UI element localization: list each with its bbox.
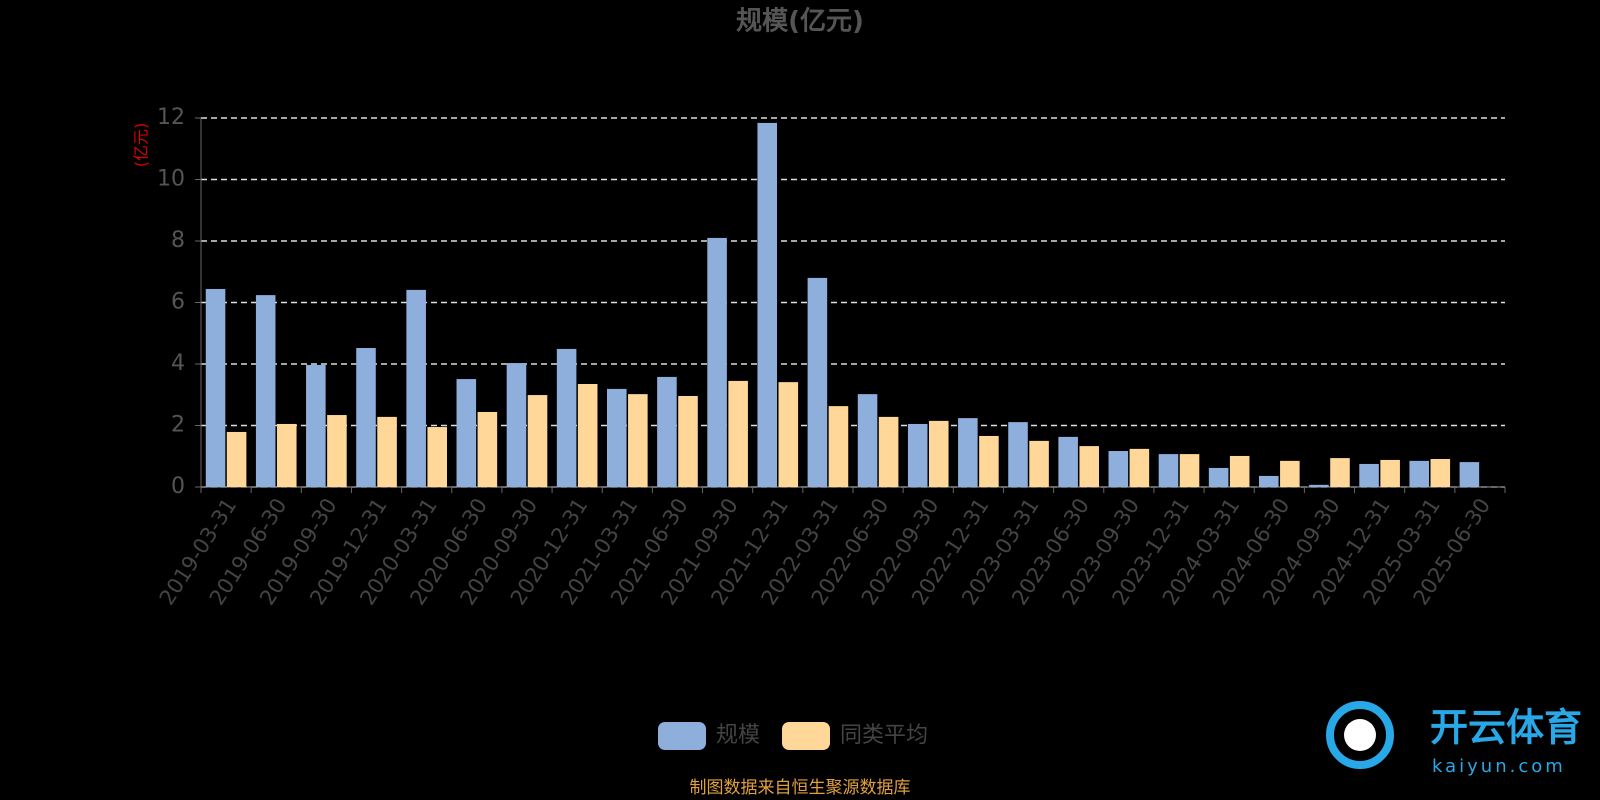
bar	[527, 395, 548, 487]
legend-swatch	[782, 722, 831, 750]
bar	[757, 122, 778, 488]
bar	[406, 289, 426, 487]
logo-name: 开云体育	[1430, 706, 1582, 750]
legend-swatch	[658, 722, 706, 750]
y-tick-label: 4	[171, 351, 185, 376]
bar	[226, 431, 247, 487]
legend-label: 规模	[716, 723, 760, 748]
bar	[1380, 459, 1400, 487]
bar	[1430, 459, 1451, 487]
bar	[1309, 484, 1329, 487]
bar	[807, 277, 828, 487]
bar	[678, 395, 698, 487]
bar	[1079, 446, 1100, 487]
bar	[577, 383, 598, 487]
bar	[456, 379, 477, 487]
bar	[1258, 475, 1279, 487]
bar	[606, 388, 627, 487]
bar	[306, 364, 326, 487]
bar	[356, 348, 376, 487]
bar	[255, 295, 276, 487]
bar	[657, 376, 677, 487]
bar	[556, 348, 577, 487]
bar	[1029, 440, 1049, 487]
bar	[1359, 463, 1379, 487]
bar	[1208, 467, 1229, 487]
y-tick-label: 2	[171, 413, 185, 438]
logo-ring	[1326, 701, 1394, 769]
y-tick-label: 10	[157, 167, 185, 192]
bar	[1058, 436, 1078, 487]
bar	[1108, 451, 1129, 487]
logo-ball	[1344, 719, 1376, 751]
bar	[1330, 458, 1350, 487]
bar	[276, 423, 297, 487]
bar	[377, 416, 397, 487]
bar	[477, 411, 498, 487]
bar	[928, 420, 949, 487]
bar	[1459, 462, 1480, 487]
bar	[1229, 455, 1250, 487]
bar	[205, 288, 226, 487]
bar	[828, 406, 849, 487]
bar	[427, 427, 448, 487]
bar	[979, 435, 999, 487]
bar	[1409, 460, 1430, 487]
bar	[778, 382, 799, 487]
bar	[1179, 454, 1200, 487]
y-axis-label: (亿元)	[132, 123, 151, 168]
bar	[327, 415, 347, 487]
bar	[707, 237, 727, 487]
bar	[1158, 454, 1179, 487]
bar	[1008, 422, 1028, 487]
legend-label: 同类平均	[840, 723, 928, 748]
y-tick-label: 0	[171, 474, 185, 499]
footnote: 制图数据来自恒生聚源数据库	[690, 778, 911, 798]
bar	[728, 380, 748, 487]
bar	[628, 394, 648, 487]
bar	[506, 363, 527, 487]
logo-url: kaiyun.com	[1432, 756, 1566, 777]
bar	[907, 423, 928, 487]
y-tick-label: 12	[157, 105, 185, 130]
y-tick-label: 8	[171, 228, 185, 253]
bar	[857, 394, 878, 487]
bar	[878, 416, 899, 487]
bar	[1280, 460, 1300, 487]
y-tick-label: 6	[171, 290, 185, 315]
chart-title: 规模(亿元)	[736, 7, 864, 37]
bar	[1129, 448, 1150, 487]
logo: 开云体育 kaiyun.com	[1326, 701, 1582, 777]
bar	[958, 418, 978, 487]
